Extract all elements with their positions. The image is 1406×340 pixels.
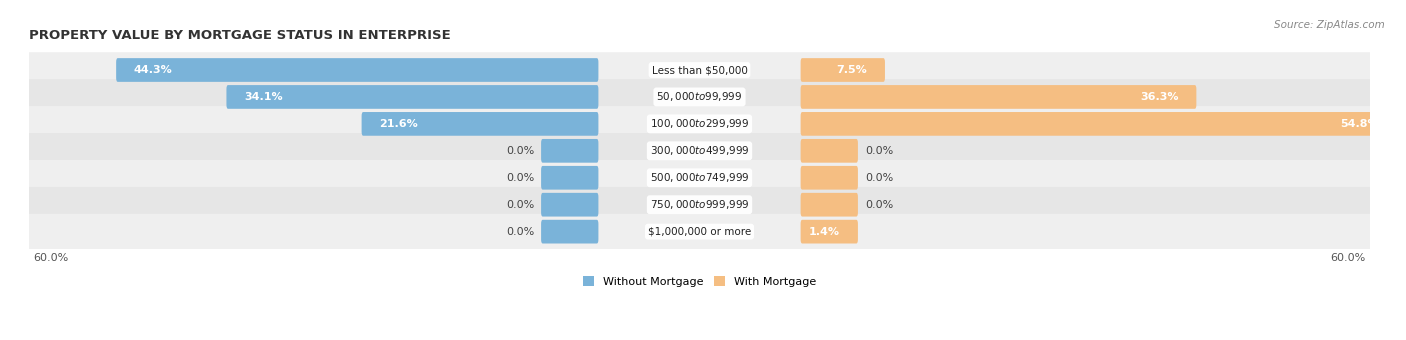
- FancyBboxPatch shape: [117, 58, 599, 82]
- FancyBboxPatch shape: [800, 112, 1396, 136]
- FancyBboxPatch shape: [800, 166, 858, 190]
- FancyBboxPatch shape: [27, 52, 1372, 88]
- Text: 0.0%: 0.0%: [506, 146, 534, 156]
- FancyBboxPatch shape: [800, 85, 1197, 109]
- Text: 1.4%: 1.4%: [808, 227, 839, 237]
- FancyBboxPatch shape: [226, 85, 599, 109]
- Text: 0.0%: 0.0%: [506, 173, 534, 183]
- Text: $500,000 to $749,999: $500,000 to $749,999: [650, 171, 749, 184]
- FancyBboxPatch shape: [27, 160, 1372, 195]
- FancyBboxPatch shape: [541, 166, 599, 190]
- Text: Less than $50,000: Less than $50,000: [651, 65, 748, 75]
- FancyBboxPatch shape: [27, 214, 1372, 250]
- Text: 0.0%: 0.0%: [865, 200, 893, 210]
- FancyBboxPatch shape: [27, 106, 1372, 142]
- Text: $1,000,000 or more: $1,000,000 or more: [648, 227, 751, 237]
- Text: 0.0%: 0.0%: [865, 146, 893, 156]
- Text: 44.3%: 44.3%: [134, 65, 173, 75]
- Text: $100,000 to $299,999: $100,000 to $299,999: [650, 117, 749, 130]
- FancyBboxPatch shape: [27, 133, 1372, 169]
- Text: 34.1%: 34.1%: [245, 92, 283, 102]
- FancyBboxPatch shape: [800, 139, 858, 163]
- FancyBboxPatch shape: [361, 112, 599, 136]
- Text: 21.6%: 21.6%: [380, 119, 418, 129]
- FancyBboxPatch shape: [27, 187, 1372, 222]
- FancyBboxPatch shape: [800, 220, 858, 243]
- FancyBboxPatch shape: [541, 193, 599, 217]
- Text: 0.0%: 0.0%: [506, 227, 534, 237]
- Text: 36.3%: 36.3%: [1140, 92, 1178, 102]
- Text: $50,000 to $99,999: $50,000 to $99,999: [657, 90, 742, 103]
- Text: 7.5%: 7.5%: [837, 65, 868, 75]
- FancyBboxPatch shape: [27, 79, 1372, 115]
- Text: 0.0%: 0.0%: [506, 200, 534, 210]
- FancyBboxPatch shape: [541, 139, 599, 163]
- Text: $300,000 to $499,999: $300,000 to $499,999: [650, 144, 749, 157]
- Text: PROPERTY VALUE BY MORTGAGE STATUS IN ENTERPRISE: PROPERTY VALUE BY MORTGAGE STATUS IN ENT…: [30, 29, 451, 41]
- FancyBboxPatch shape: [541, 220, 599, 243]
- FancyBboxPatch shape: [800, 193, 858, 217]
- FancyBboxPatch shape: [800, 58, 884, 82]
- Text: 54.8%: 54.8%: [1340, 119, 1378, 129]
- Text: 0.0%: 0.0%: [865, 173, 893, 183]
- Text: $750,000 to $999,999: $750,000 to $999,999: [650, 198, 749, 211]
- Legend: Without Mortgage, With Mortgage: Without Mortgage, With Mortgage: [582, 276, 817, 287]
- Text: Source: ZipAtlas.com: Source: ZipAtlas.com: [1274, 20, 1385, 30]
